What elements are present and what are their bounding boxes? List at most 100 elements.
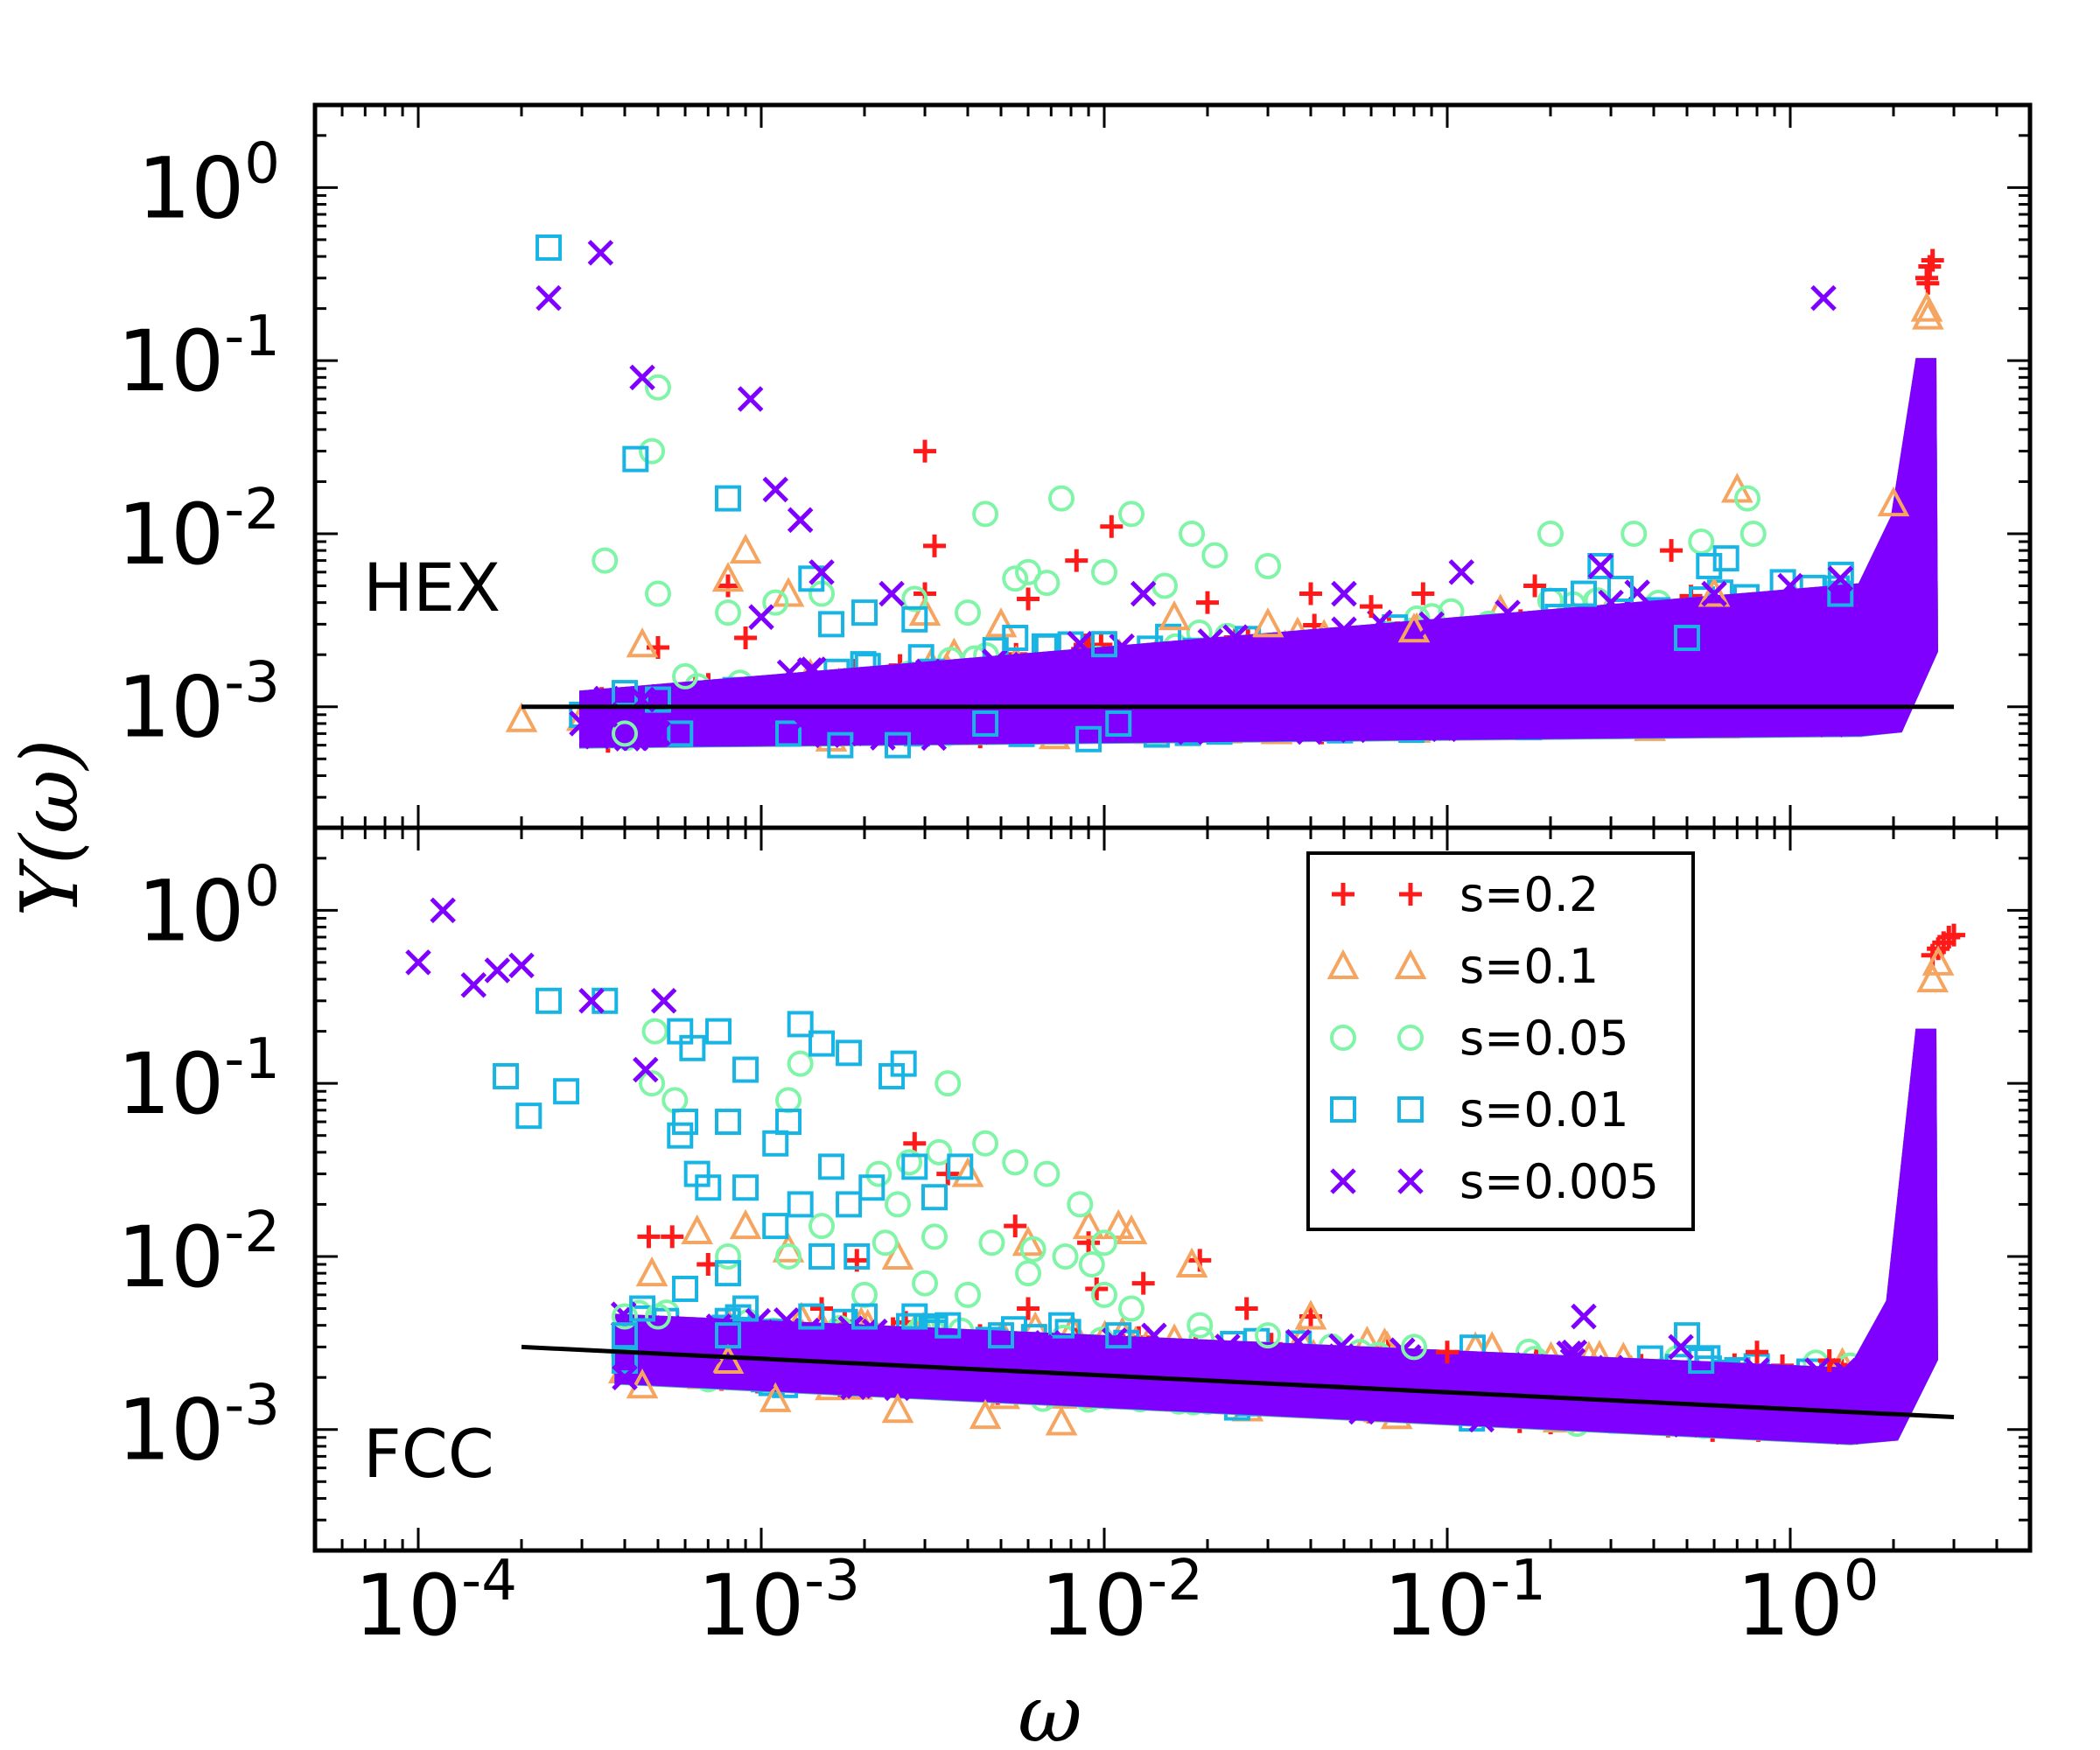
data-point (851, 720, 878, 747)
data-point (818, 1153, 845, 1180)
data-point (650, 988, 677, 1014)
band-marker (1596, 625, 1622, 651)
data-point (836, 1191, 863, 1218)
data-point (1571, 1357, 1597, 1383)
band-marker (1768, 1382, 1796, 1409)
data-point (705, 1018, 732, 1045)
data-point (878, 580, 905, 607)
data-point (1045, 1405, 1078, 1436)
data-point (493, 1062, 520, 1089)
data-point (1002, 1149, 1029, 1176)
data-point (1152, 1348, 1178, 1374)
y-tick-label: 10-3 (117, 651, 280, 757)
data-point (1537, 520, 1564, 547)
legend-item: s=0.01 (1330, 1082, 1629, 1138)
data-point (808, 1030, 836, 1057)
legend-marker (1397, 1096, 1424, 1123)
data-point (695, 1357, 722, 1383)
data-point (626, 626, 659, 658)
data-point (645, 720, 671, 747)
band-marker (1141, 1322, 1167, 1349)
data-point (1494, 599, 1521, 626)
data-point (1598, 589, 1624, 616)
data-point (508, 952, 535, 979)
legend-marker (1330, 1096, 1356, 1123)
legend-marker (1332, 883, 1354, 906)
data-point (808, 1242, 836, 1270)
data-point (587, 240, 614, 266)
data-point (612, 1322, 639, 1349)
data-point (679, 1034, 706, 1061)
data-point (1019, 1236, 1046, 1263)
data-point (1418, 611, 1445, 638)
legend: s=0.2 s=0.1 s=0.05 s=0.01 s=0.005 (1306, 851, 1695, 1231)
band-marker (796, 657, 823, 683)
legend-label: s=0.05 (1460, 1011, 1629, 1066)
data-point (901, 1303, 928, 1330)
band-marker (1305, 673, 1331, 700)
x-tick-label: 10-3 (697, 1549, 860, 1655)
data-point (715, 1322, 742, 1349)
legend-label: s=0.2 (1460, 867, 1599, 922)
data-point (1712, 545, 1740, 572)
data-point (672, 1275, 699, 1302)
legend-item: s=0.05 (1330, 1011, 1629, 1066)
data-point (1804, 1357, 1830, 1383)
data-point (732, 1295, 760, 1322)
band-marker (1804, 1416, 1830, 1442)
band-marker (1722, 602, 1748, 628)
band-marker (1296, 718, 1323, 746)
data-point (1331, 580, 1357, 607)
data-point (667, 720, 694, 747)
data-point (1411, 582, 1435, 606)
legend-item: s=0.005 (1330, 1154, 1659, 1209)
data-point (923, 534, 947, 557)
data-point (914, 439, 937, 463)
data-point (1942, 923, 1966, 947)
data-point (775, 1242, 802, 1270)
data-point (921, 1184, 948, 1211)
band-marker (1818, 711, 1844, 738)
band-marker (984, 1375, 1012, 1401)
legend-marker (1326, 948, 1360, 979)
fcc-plot-area (405, 897, 1966, 1446)
data-point (578, 988, 605, 1014)
data-point (536, 284, 562, 312)
band-marker (1753, 677, 1779, 704)
data-point (762, 476, 788, 503)
data-point (1004, 1214, 1027, 1238)
data-point (484, 957, 511, 984)
band-marker (845, 1373, 872, 1399)
data-point (881, 1392, 914, 1424)
data-point (972, 1130, 999, 1157)
data-point (972, 500, 999, 528)
y-tick-label: 10-1 (117, 304, 280, 410)
y-tick-label: 10-2 (117, 478, 280, 584)
data-point (858, 1174, 886, 1201)
data-point (715, 1242, 742, 1270)
series-s-0.1 (626, 945, 1955, 1436)
band-marker (1830, 1357, 1858, 1384)
data-point (787, 1050, 814, 1077)
data-point (672, 662, 699, 690)
band-marker (1709, 1404, 1735, 1432)
data-point (1158, 599, 1191, 631)
data-point (645, 686, 671, 713)
data-point (901, 1153, 928, 1180)
data-point (1360, 595, 1383, 619)
data-point (896, 1149, 923, 1176)
data-point (430, 897, 456, 924)
data-point (762, 1213, 789, 1240)
data-point (972, 710, 999, 737)
data-point (612, 1303, 639, 1330)
series-s-0.05 (592, 374, 1767, 747)
data-point (787, 1191, 814, 1218)
data-point (729, 533, 762, 564)
data-point (1077, 1231, 1101, 1255)
data-point (978, 1229, 1005, 1256)
data-point (1091, 1229, 1118, 1256)
band-marker (679, 690, 705, 718)
data-point (951, 1157, 984, 1187)
band-marker (1328, 1333, 1354, 1360)
band-marker (1328, 1343, 1354, 1369)
